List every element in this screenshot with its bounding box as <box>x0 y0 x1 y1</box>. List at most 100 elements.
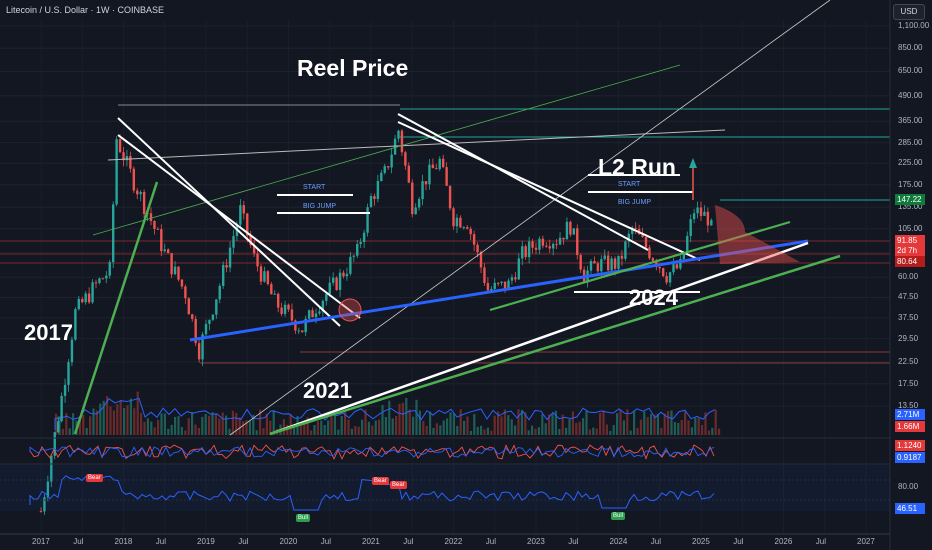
volume-bar <box>551 413 554 435</box>
price-candle <box>263 271 266 282</box>
volume-bar <box>503 409 506 435</box>
price-candle <box>142 191 146 214</box>
x-tick-label: Jul <box>403 537 414 546</box>
volume-bar <box>537 427 540 435</box>
volume-bar <box>99 403 102 435</box>
volume-bar <box>412 416 415 435</box>
price-candle <box>448 185 452 209</box>
volume-bar <box>391 418 394 435</box>
volume-bar <box>357 426 360 435</box>
price-candle <box>359 242 362 245</box>
volume-bar <box>245 420 248 435</box>
volume-bar <box>252 414 255 435</box>
price-candle <box>228 247 232 268</box>
y-tick-label: 29.50 <box>898 333 919 343</box>
volume-bar <box>520 410 523 435</box>
volume-bar <box>136 391 139 435</box>
price-candle <box>466 227 469 229</box>
volume-bar <box>568 419 571 435</box>
blue-support-line <box>189 239 809 342</box>
price-candle <box>624 241 627 259</box>
downtrend-line <box>117 117 341 327</box>
price-candle <box>672 264 675 273</box>
price-candle <box>541 238 545 246</box>
volume-bar <box>650 413 653 435</box>
price-candle <box>87 293 91 303</box>
volume-bar <box>432 427 435 435</box>
volume-bar <box>191 412 194 435</box>
price-candle <box>661 268 665 277</box>
volume-bar <box>592 427 595 435</box>
volume-bar <box>340 416 343 435</box>
price-candle <box>211 314 215 320</box>
volume-bars <box>54 391 721 435</box>
horizontal-levels <box>0 104 890 364</box>
trendlines <box>73 0 841 436</box>
price-candle <box>373 196 376 200</box>
price-candle <box>338 272 342 290</box>
volume-bar <box>208 415 211 435</box>
price-candle <box>558 237 562 245</box>
y-tick-label: 225.00 <box>898 158 923 168</box>
price-candle <box>177 266 180 280</box>
volume-bar <box>643 411 646 435</box>
price-candle <box>507 280 510 290</box>
volume-bar <box>605 424 608 435</box>
price-candle <box>362 232 366 243</box>
volume-bar <box>218 418 221 435</box>
volume-bar <box>95 410 98 435</box>
volume-bar <box>116 404 119 435</box>
price-candle <box>215 299 218 315</box>
volume-bar <box>306 417 309 435</box>
volume-bar <box>330 410 333 435</box>
price-candle <box>555 243 558 245</box>
price-candle <box>252 245 256 254</box>
volume-bar <box>361 419 364 435</box>
y-tick-label: 105.00 <box>898 223 923 233</box>
x-tick-label: Jul <box>238 537 249 546</box>
price-candle <box>221 265 225 286</box>
price-candle <box>166 249 170 254</box>
label-2017: 2017 <box>24 320 73 345</box>
price-candle <box>531 241 534 248</box>
osc-tag-2: 0.9187 <box>895 452 925 463</box>
price-candle <box>703 211 706 216</box>
price-candle <box>46 481 50 498</box>
volume-bar <box>463 420 466 435</box>
volume-bar <box>337 429 340 435</box>
volume-bar <box>177 416 180 435</box>
y-tick-label: 13.50 <box>898 401 919 411</box>
price-candle <box>407 165 411 183</box>
x-tick-label: 2022 <box>444 537 463 546</box>
volume-bar <box>388 400 391 435</box>
price-candle <box>311 310 314 318</box>
volume-bar <box>429 411 432 435</box>
price-candle <box>273 293 276 295</box>
price-candle <box>283 304 287 315</box>
green-channel-line <box>92 64 681 236</box>
rsi-tag: 46.51 <box>895 503 925 514</box>
price-tag-countdown: 2d 7h <box>895 245 925 256</box>
price-candle <box>307 310 311 319</box>
currency-button[interactable]: USD <box>893 4 925 20</box>
diagonal-trendline <box>229 0 831 436</box>
big-jump-label-1: BIG JUMP <box>303 203 337 210</box>
volume-bar <box>265 413 268 435</box>
x-tick-label: Jul <box>485 537 496 546</box>
volume-bar <box>163 413 166 435</box>
x-tick-label: 2025 <box>692 537 710 546</box>
price-candle <box>644 237 648 248</box>
volume-bar <box>439 425 442 435</box>
price-candle <box>70 339 74 363</box>
volume-bar <box>221 412 224 435</box>
volume-bar <box>697 418 700 435</box>
volume-bar <box>507 415 510 435</box>
volume-bar <box>585 411 588 435</box>
y-tick-label: 22.50 <box>898 357 919 366</box>
volume-bar <box>548 414 551 435</box>
price-candle <box>469 228 472 235</box>
oscillator-line <box>29 444 715 460</box>
price-candle <box>641 234 644 238</box>
price-candle <box>679 258 682 269</box>
